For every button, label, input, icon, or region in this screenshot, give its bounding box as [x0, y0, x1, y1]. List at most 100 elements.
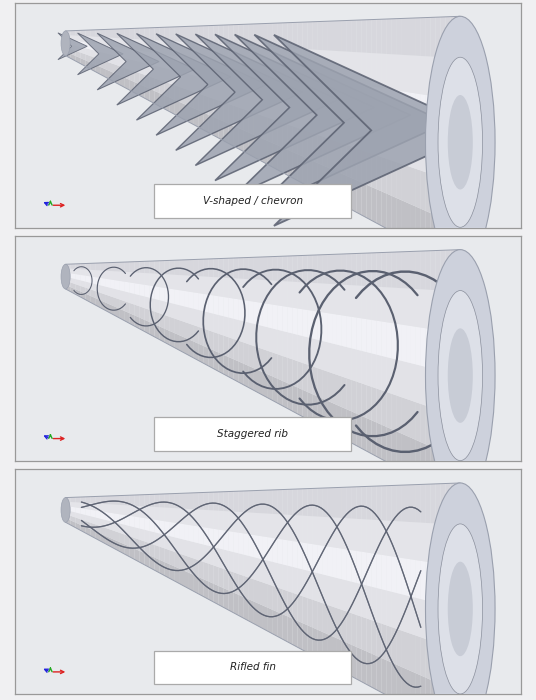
Polygon shape	[307, 489, 312, 516]
Polygon shape	[214, 510, 219, 529]
Polygon shape	[263, 559, 268, 584]
Polygon shape	[248, 111, 253, 134]
Polygon shape	[110, 279, 115, 289]
Polygon shape	[436, 524, 441, 564]
Polygon shape	[204, 545, 209, 564]
Polygon shape	[391, 592, 396, 629]
Polygon shape	[135, 272, 139, 284]
Polygon shape	[302, 256, 307, 283]
Polygon shape	[307, 392, 312, 422]
Polygon shape	[233, 65, 239, 87]
Polygon shape	[194, 108, 199, 127]
Polygon shape	[95, 524, 100, 533]
Polygon shape	[352, 645, 356, 679]
Polygon shape	[411, 204, 416, 244]
Polygon shape	[90, 283, 95, 291]
Polygon shape	[406, 165, 411, 204]
Polygon shape	[228, 590, 233, 612]
Polygon shape	[80, 514, 85, 521]
Polygon shape	[268, 374, 273, 400]
Polygon shape	[401, 55, 406, 92]
Polygon shape	[342, 346, 347, 378]
Polygon shape	[293, 74, 297, 102]
Polygon shape	[95, 43, 100, 52]
Polygon shape	[396, 18, 401, 55]
Polygon shape	[125, 38, 130, 49]
Polygon shape	[416, 484, 421, 523]
Polygon shape	[297, 542, 302, 569]
Polygon shape	[297, 75, 302, 103]
Polygon shape	[130, 38, 135, 50]
Polygon shape	[115, 64, 120, 76]
Polygon shape	[332, 80, 337, 111]
Polygon shape	[105, 262, 110, 271]
Polygon shape	[169, 550, 174, 566]
Polygon shape	[421, 404, 426, 444]
Polygon shape	[317, 629, 322, 661]
Polygon shape	[450, 606, 456, 649]
Polygon shape	[362, 617, 367, 652]
Polygon shape	[135, 517, 139, 528]
Polygon shape	[288, 74, 293, 100]
Polygon shape	[430, 57, 436, 97]
Polygon shape	[352, 582, 356, 615]
Polygon shape	[456, 250, 460, 292]
Polygon shape	[426, 367, 430, 407]
Polygon shape	[228, 45, 233, 65]
Polygon shape	[243, 597, 248, 621]
Polygon shape	[196, 34, 339, 165]
Polygon shape	[426, 95, 430, 135]
Polygon shape	[214, 584, 219, 605]
Polygon shape	[76, 289, 80, 297]
Polygon shape	[239, 320, 243, 342]
Polygon shape	[317, 22, 322, 50]
Polygon shape	[391, 556, 396, 593]
Polygon shape	[386, 322, 391, 358]
Polygon shape	[224, 511, 228, 531]
Polygon shape	[278, 564, 282, 589]
Polygon shape	[71, 516, 76, 523]
Polygon shape	[228, 570, 233, 592]
Polygon shape	[174, 494, 179, 508]
Polygon shape	[322, 312, 327, 342]
Polygon shape	[145, 541, 150, 555]
Polygon shape	[317, 78, 322, 108]
Polygon shape	[85, 497, 90, 503]
Polygon shape	[214, 351, 219, 372]
Polygon shape	[426, 405, 430, 447]
Polygon shape	[273, 377, 278, 403]
Polygon shape	[224, 64, 228, 84]
Polygon shape	[169, 522, 174, 537]
Polygon shape	[367, 185, 371, 220]
Polygon shape	[254, 35, 446, 211]
Polygon shape	[312, 600, 317, 629]
Polygon shape	[302, 156, 307, 186]
Polygon shape	[327, 167, 332, 199]
Polygon shape	[263, 257, 268, 280]
Polygon shape	[120, 533, 125, 545]
Polygon shape	[445, 565, 450, 606]
Polygon shape	[71, 264, 76, 269]
Polygon shape	[243, 279, 248, 301]
Polygon shape	[224, 491, 228, 511]
Polygon shape	[120, 76, 125, 88]
Polygon shape	[248, 491, 253, 512]
Polygon shape	[441, 484, 445, 524]
Polygon shape	[100, 60, 105, 69]
Polygon shape	[71, 35, 76, 41]
Polygon shape	[381, 287, 386, 322]
Polygon shape	[297, 256, 302, 282]
Polygon shape	[445, 483, 450, 524]
Polygon shape	[105, 279, 110, 288]
Polygon shape	[80, 525, 85, 533]
Polygon shape	[174, 523, 179, 538]
Polygon shape	[184, 570, 189, 589]
Polygon shape	[317, 573, 322, 603]
Polygon shape	[411, 18, 416, 56]
Polygon shape	[248, 258, 253, 279]
Polygon shape	[233, 126, 239, 148]
Polygon shape	[248, 132, 253, 157]
Ellipse shape	[448, 561, 473, 656]
Polygon shape	[307, 131, 312, 161]
Polygon shape	[233, 532, 239, 553]
